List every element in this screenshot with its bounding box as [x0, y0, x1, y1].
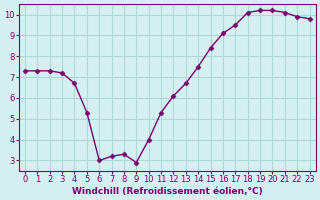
X-axis label: Windchill (Refroidissement éolien,°C): Windchill (Refroidissement éolien,°C) — [72, 187, 263, 196]
